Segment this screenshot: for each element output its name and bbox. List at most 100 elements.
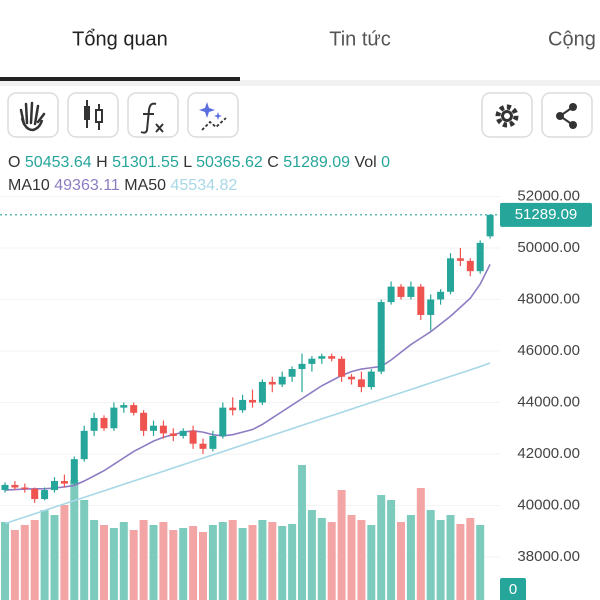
candle-body bbox=[21, 487, 29, 489]
y-tick-label: 38000.00 bbox=[517, 548, 580, 565]
candle-body bbox=[377, 302, 385, 372]
volume-bar bbox=[189, 526, 198, 600]
last-price-box bbox=[500, 202, 592, 227]
candle-body bbox=[219, 407, 227, 436]
btn-indicator[interactable] bbox=[127, 92, 179, 138]
legend-label: MA50 bbox=[124, 177, 166, 194]
y-tick-label: 40000.00 bbox=[517, 496, 580, 513]
volume-bar bbox=[30, 520, 39, 600]
volume-bar bbox=[278, 526, 287, 600]
volume-bar bbox=[60, 505, 69, 600]
candle-body bbox=[268, 381, 276, 385]
btn-ai[interactable] bbox=[187, 92, 239, 138]
tab-overview[interactable]: Tổng quan bbox=[72, 28, 168, 50]
candle-body bbox=[209, 435, 217, 449]
candle-body bbox=[437, 291, 445, 300]
volume-bar bbox=[50, 515, 59, 600]
y-tick-label: 46000.00 bbox=[517, 342, 580, 359]
volume-bar bbox=[169, 530, 178, 600]
volume-bar bbox=[208, 525, 217, 600]
candle-body bbox=[199, 443, 207, 449]
candle-body bbox=[140, 412, 148, 431]
volume-bar bbox=[40, 510, 49, 600]
legend-label: O bbox=[8, 154, 20, 171]
volume-bar bbox=[288, 524, 297, 600]
candle-body bbox=[189, 430, 197, 444]
tab-news[interactable]: Tin tức bbox=[329, 28, 391, 50]
candle-body bbox=[387, 286, 395, 303]
volume-bar bbox=[20, 525, 29, 600]
y-tick-label: 44000.00 bbox=[517, 393, 580, 410]
candle-body bbox=[169, 433, 177, 436]
candle-body bbox=[70, 459, 78, 484]
last-volume-box bbox=[500, 578, 526, 600]
candle-body bbox=[417, 286, 425, 315]
candle-body bbox=[80, 430, 88, 460]
volume-bar bbox=[149, 525, 158, 600]
legend-label: Vol bbox=[354, 154, 376, 171]
volume-bar bbox=[307, 510, 316, 600]
btn-settings[interactable] bbox=[481, 92, 533, 138]
volume-bar bbox=[258, 520, 267, 600]
volume-bar bbox=[90, 520, 99, 600]
candle-body bbox=[239, 399, 247, 411]
legend-value: 50365.62 bbox=[196, 154, 263, 171]
volume-bar bbox=[397, 522, 405, 600]
volume-bar bbox=[317, 518, 326, 600]
candle-body bbox=[318, 356, 326, 359]
volume-bar bbox=[406, 515, 415, 600]
legend-label: L bbox=[183, 154, 192, 171]
candle-body bbox=[298, 363, 306, 370]
volume-bar bbox=[100, 525, 108, 600]
legend-label: C bbox=[267, 154, 279, 171]
ma-legend: MA10 49363.11 MA50 45534.82 bbox=[8, 177, 237, 194]
volume-bar bbox=[10, 530, 19, 600]
volume-bar bbox=[327, 522, 336, 600]
volume-bar bbox=[387, 500, 396, 600]
volume-bar bbox=[476, 525, 485, 600]
volume-bar bbox=[347, 515, 356, 600]
legend-label: H bbox=[96, 154, 108, 171]
candle-body bbox=[179, 430, 187, 436]
ohlc-legend: O 50453.64 H 51301.55 L 50365.62 C 51289… bbox=[8, 154, 390, 171]
candle-body bbox=[110, 407, 118, 429]
candle-body bbox=[51, 481, 58, 491]
candle-body bbox=[100, 417, 108, 429]
legend-value: 45534.82 bbox=[171, 177, 238, 194]
candle-body bbox=[348, 376, 355, 380]
btn-share[interactable] bbox=[541, 92, 593, 138]
volume-bar bbox=[367, 525, 376, 600]
volume-bar bbox=[119, 522, 128, 600]
volume-bar bbox=[337, 490, 346, 600]
btn-candle[interactable] bbox=[67, 92, 119, 138]
candle-body bbox=[367, 371, 375, 388]
volume-bar bbox=[1, 522, 9, 600]
volume-bar bbox=[436, 520, 445, 600]
candle-body bbox=[427, 299, 435, 315]
tab-community[interactable]: Cộng bbox=[548, 28, 596, 50]
volume-bar bbox=[446, 515, 455, 600]
candle-body bbox=[466, 260, 474, 272]
legend-label: MA10 bbox=[8, 177, 50, 194]
candle-body bbox=[288, 369, 296, 377]
volume-bar bbox=[179, 528, 188, 600]
candle-body bbox=[407, 286, 415, 297]
candle-body bbox=[397, 286, 405, 297]
candle-body bbox=[90, 417, 98, 431]
ma-line bbox=[4, 362, 491, 525]
volume-bar bbox=[248, 525, 257, 600]
candle-body bbox=[130, 405, 138, 413]
volume-bar bbox=[159, 522, 168, 600]
candle-body bbox=[278, 376, 286, 385]
volume-bar bbox=[416, 488, 425, 600]
volume-bar bbox=[199, 532, 207, 600]
ma-line bbox=[4, 264, 491, 491]
volume-bar bbox=[426, 510, 435, 600]
btn-hand[interactable] bbox=[7, 92, 59, 138]
volume-bar bbox=[70, 480, 79, 600]
candle-body bbox=[258, 381, 266, 403]
volume-bar bbox=[218, 522, 227, 600]
volume-bar bbox=[268, 522, 277, 600]
candle-body bbox=[328, 356, 336, 359]
